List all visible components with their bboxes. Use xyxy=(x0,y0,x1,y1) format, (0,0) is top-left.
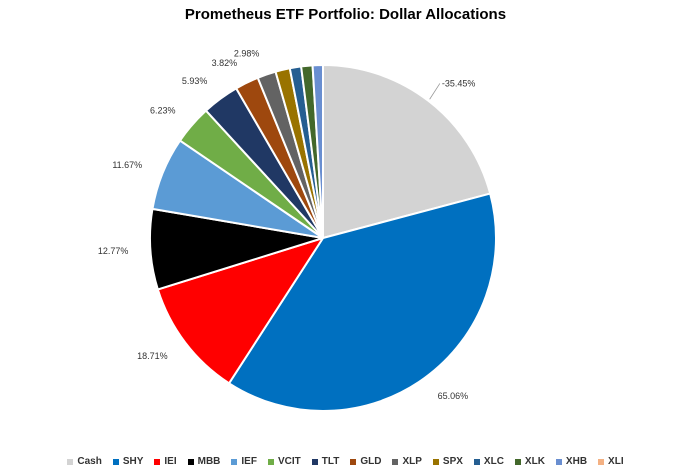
data-label-tlt: 5.93% xyxy=(182,76,208,86)
legend-swatch-xlp xyxy=(392,458,399,465)
legend-swatch-iei xyxy=(154,458,161,465)
legend-label-xli: XLI xyxy=(608,456,624,467)
pie-slice-cash xyxy=(322,63,492,240)
data-label-iei: 18.71% xyxy=(137,351,168,361)
legend-item-xlc: XLC xyxy=(473,456,504,467)
legend-item-cash: Cash xyxy=(67,456,102,467)
legend-label-cash: Cash xyxy=(77,456,102,467)
legend: Cash SHY IEI MBB IEF VCIT TLT GLD XLP SPX XLC XLK XH… xyxy=(0,456,691,467)
legend-swatch-ief xyxy=(231,458,238,465)
legend-item-tlt: TLT xyxy=(311,456,340,467)
data-label-ief: 11.67% xyxy=(112,160,142,170)
legend-label-shy: SHY xyxy=(122,456,144,467)
legend-item-iei: IEI xyxy=(154,456,177,467)
legend-label-xlc: XLC xyxy=(483,456,504,467)
legend-label-xhb: XHB xyxy=(565,456,588,467)
chart-title: Prometheus ETF Portfolio: Dollar Allocat… xyxy=(184,6,507,23)
legend-swatch-xli xyxy=(598,458,605,465)
data-label-mbb: 12.77% xyxy=(98,246,129,256)
legend-label-spx: SPX xyxy=(442,456,463,467)
legend-item-ief: IEF xyxy=(231,456,257,467)
pie-slice-shy xyxy=(227,192,497,412)
data-label-vcit: 6.23% xyxy=(150,105,176,115)
legend-label-tlt: TLT xyxy=(321,456,340,467)
legend-label-xlk: XLK xyxy=(524,456,545,467)
data-label-gld: 3.82% xyxy=(212,58,238,68)
legend-swatch-vcit xyxy=(267,458,274,465)
legend-item-vcit: VCIT xyxy=(267,456,301,467)
legend-label-vcit: VCIT xyxy=(277,456,301,467)
legend-item-xli: XLI xyxy=(598,456,624,467)
legend-label-gld: GLD xyxy=(360,456,382,467)
pie-slice-xhb xyxy=(311,63,324,239)
legend-swatch-cash xyxy=(67,458,74,465)
legend-swatch-spx xyxy=(432,458,439,465)
data-label-shy: 65.06% xyxy=(438,391,469,401)
legend-item-mbb: MBB xyxy=(187,456,221,467)
legend-item-shy: SHY xyxy=(112,456,144,467)
legend-item-spx: SPX xyxy=(432,456,463,467)
legend-swatch-xhb xyxy=(555,458,562,465)
legend-swatch-xlc xyxy=(473,458,480,465)
legend-label-xlp: XLP xyxy=(402,456,422,467)
legend-item-gld: GLD xyxy=(350,456,381,467)
legend-swatch-shy xyxy=(112,458,119,465)
legend-label-ief: IEF xyxy=(241,456,257,467)
data-label-xlp: 2.98% xyxy=(234,49,260,59)
leader-line-cash xyxy=(429,83,441,100)
legend-item-xlk: XLK xyxy=(514,456,545,467)
pie-slice-iei xyxy=(156,236,326,385)
data-label-cash: -35.45% xyxy=(442,78,476,88)
legend-swatch-tlt xyxy=(311,458,318,465)
legend-swatch-xlk xyxy=(514,458,521,465)
legend-item-xlp: XLP xyxy=(392,456,422,467)
legend-item-xhb: XHB xyxy=(555,456,588,467)
legend-label-mbb: MBB xyxy=(197,456,221,467)
legend-swatch-mbb xyxy=(187,458,194,465)
legend-swatch-gld xyxy=(350,458,357,465)
legend-label-iei: IEI xyxy=(164,456,177,467)
